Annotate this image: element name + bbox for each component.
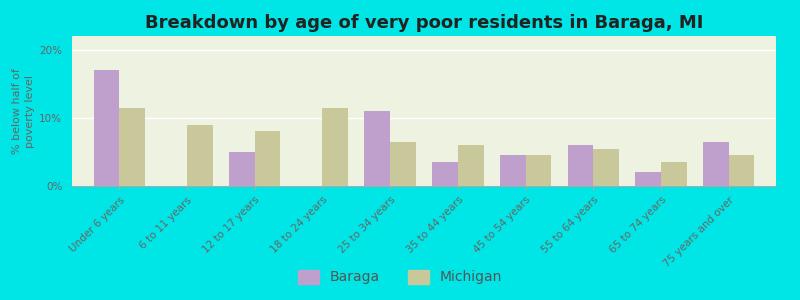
Bar	[594, 148, 619, 186]
Bar	[390, 142, 416, 186]
Bar	[365, 111, 390, 186]
Y-axis label: % below half of
poverty level: % below half of poverty level	[12, 68, 35, 154]
Bar	[567, 145, 594, 186]
Bar	[661, 162, 686, 186]
Bar	[526, 155, 551, 186]
Bar	[729, 155, 754, 186]
Bar	[703, 142, 729, 186]
Bar	[254, 131, 281, 186]
Bar	[187, 124, 213, 186]
Bar	[635, 172, 661, 186]
Title: Breakdown by age of very poor residents in Baraga, MI: Breakdown by age of very poor residents …	[145, 14, 703, 32]
Bar	[322, 108, 348, 186]
Bar	[458, 145, 483, 186]
Bar	[500, 155, 526, 186]
Bar	[94, 70, 119, 186]
Bar	[119, 108, 145, 186]
Legend: Baraga, Michigan: Baraga, Michigan	[292, 264, 508, 290]
Bar	[432, 162, 458, 186]
Bar	[229, 152, 254, 186]
